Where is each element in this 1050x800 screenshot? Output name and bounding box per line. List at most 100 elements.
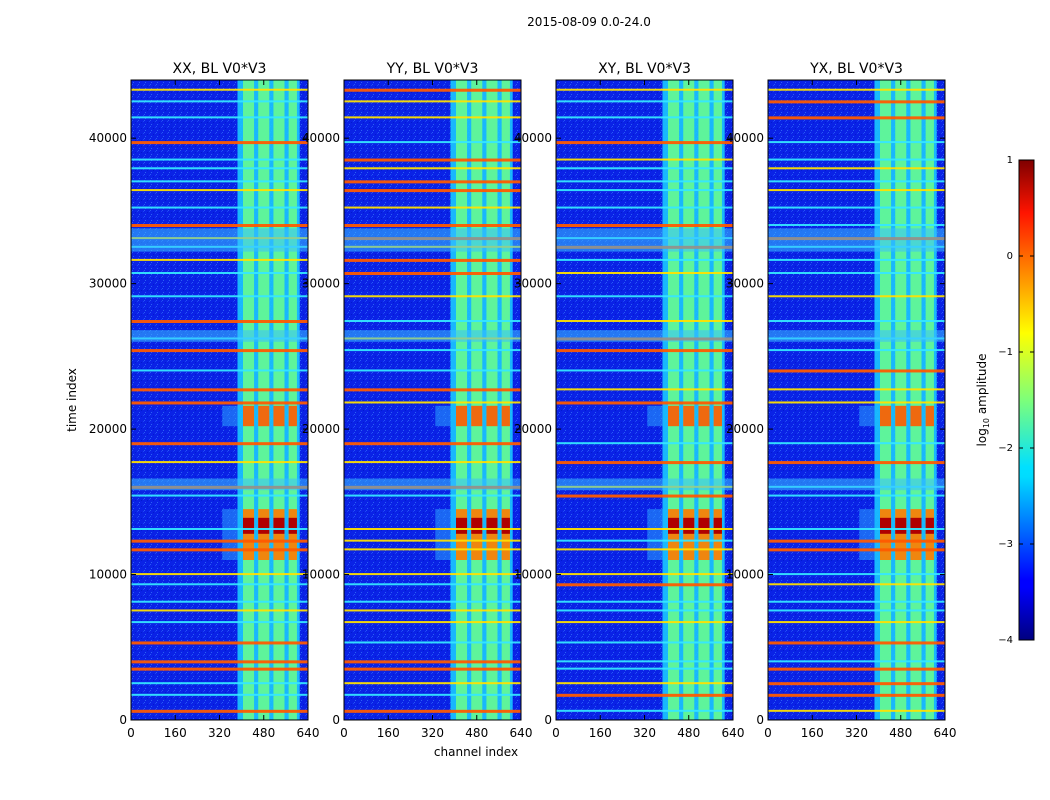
hot-region [895,405,907,427]
broadband-rfi [344,330,521,342]
rfi-line [131,600,308,603]
rfi-line [556,116,733,119]
rfi-line [768,320,945,322]
broadband-rfi [131,478,308,491]
panel-xx: XX, BL V0*V3 0 160 320 480 640 0 10000 20000 3000… [89,61,320,740]
peak-region [925,517,934,534]
hot-region [288,405,297,427]
rfi-line [131,621,308,624]
rfi-line [768,709,945,712]
broadband-rfi [556,330,733,342]
y-tick-label: 10000 [89,568,127,582]
rfi-line [131,88,308,91]
colorbar-tick-label: −2 [998,443,1013,454]
rfi-line [556,548,733,551]
rfi-line [131,682,308,685]
peak-region [698,517,710,534]
leakage-halo [647,509,663,560]
rfi-line [344,388,521,392]
rfi-line [768,258,945,261]
hot-region [471,405,483,427]
rfi-line [556,528,733,530]
broadband-rfi [344,228,521,252]
signal-channel-column [713,80,722,720]
rfi-line [131,539,308,543]
rfi-line [131,258,308,261]
rfi-line [556,573,733,576]
rfi-line [768,600,945,603]
rfi-line [344,709,521,713]
signal-channel-column [895,80,907,720]
rfi-line [131,667,308,671]
colorbar-tick-label: 1 [1007,155,1013,166]
rfi-line [131,158,308,161]
x-tick-label: 320 [633,726,656,740]
x-tick-label: 320 [421,726,444,740]
panel-title: XY, BL V0*V3 [598,61,691,77]
rfi-line [344,141,521,144]
y-tick-label: 40000 [726,131,764,145]
peak-region [880,517,892,534]
rfi-line [131,272,308,274]
rfi-line [344,349,521,352]
rfi-line [768,100,945,104]
peak-region [683,517,695,534]
hot-region [486,405,498,427]
rfi-line [131,141,308,145]
hot-region [501,405,510,427]
rfi-line [131,494,308,497]
leakage-halo [435,405,451,427]
y-tick-label: 40000 [302,131,340,145]
rfi-line [768,388,945,391]
rfi-line [768,494,945,497]
x-tick-label: 640 [510,726,533,740]
rfi-line [768,528,945,530]
rfi-line [556,88,733,91]
colorbar: 1 0 −1 −2 −3 −4 log10 amplitude [975,155,1035,646]
rfi-line [131,573,308,576]
hot-region [683,509,695,560]
rfi-line [768,693,945,697]
signal-channel-column [486,80,498,720]
y-tick-label: 20000 [89,422,127,436]
rfi-line [344,667,521,671]
rfi-line [344,320,521,322]
rfi-line [556,660,733,663]
rfi-line [768,206,945,209]
rfi-line [344,206,521,209]
rfi-line [768,349,945,352]
rfi-line [556,320,733,322]
leakage-halo [647,405,663,427]
rfi-line [556,258,733,261]
panel-yx: YX, BL V0*V3 0 160 320 480 640 0 10000 20000 3000… [726,61,957,740]
leakage-halo [859,405,875,427]
hot-region [258,405,270,427]
rfi-line [556,167,733,170]
hot-region [668,405,680,427]
rfi-line [768,539,945,543]
hot-region [258,509,270,560]
rfi-line [131,609,308,612]
rfi-line [344,189,521,193]
rfi-line [556,583,733,587]
rfi-line [344,583,521,586]
rfi-line [131,709,308,713]
x-tick-label: 640 [934,726,957,740]
x-axis-label: channel index [434,745,518,759]
rfi-line [556,609,733,612]
peak-region [486,517,498,534]
panel-xy: XY, BL V0*V3 0 160 320 480 640 0 10000 20000 3000… [514,61,745,740]
rfi-line [556,272,733,274]
x-tick-label: 320 [845,726,868,740]
rfi-line [556,180,733,183]
rfi-line [768,88,945,91]
rfi-line [556,369,733,372]
signal-channel-column [925,80,934,720]
rfi-line [556,600,733,603]
heatmap-panels: XX, BL V0*V3 0 160 320 480 640 0 10000 20000 3000… [89,61,957,740]
signal-channel-column [668,80,680,720]
x-tick-label: 320 [208,726,231,740]
rfi-line [768,667,945,671]
broadband-rfi [131,228,308,252]
